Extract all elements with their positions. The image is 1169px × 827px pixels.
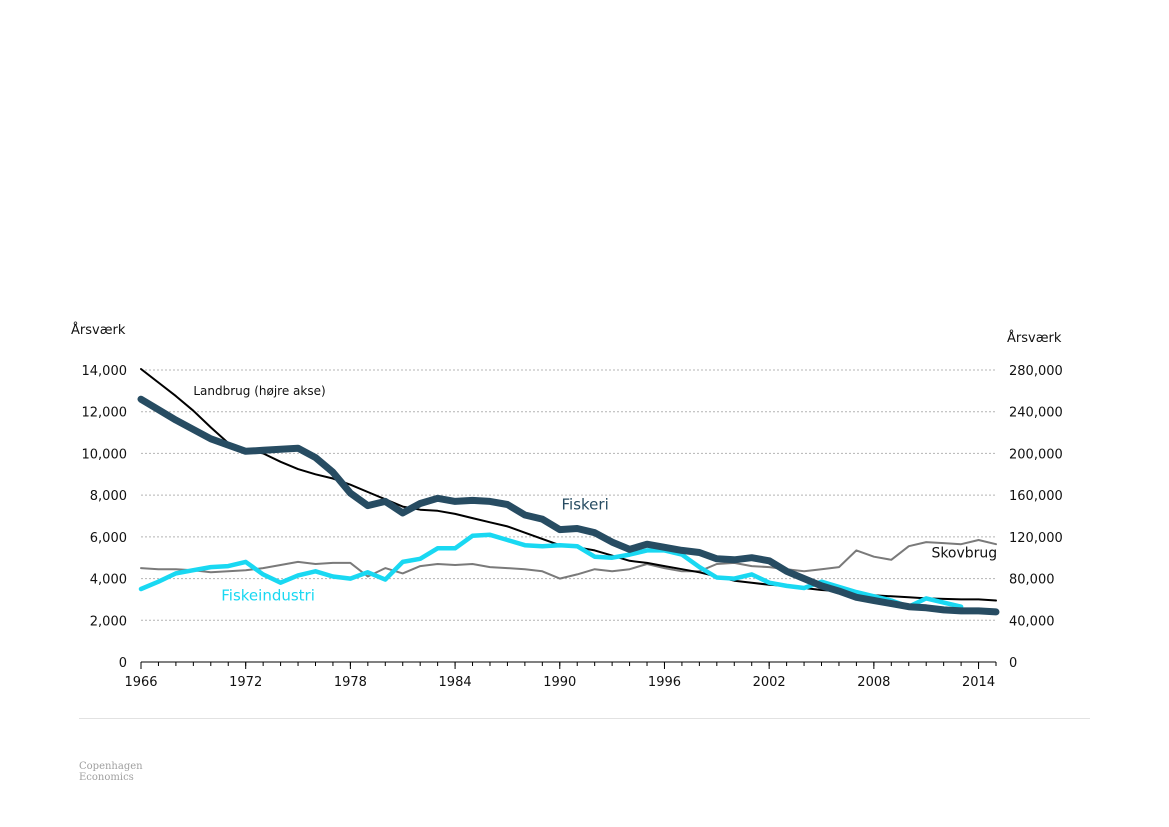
right-tick-label: 120,000: [1009, 531, 1063, 546]
axes: Årsværk Årsværk 0 2,000 4,000 6,000 8,000 10,…: [71, 322, 1063, 690]
x-tick-label: 1972: [229, 675, 262, 690]
left-tick-label: 4,000: [90, 573, 127, 588]
left-tick-label: 10,000: [82, 447, 128, 462]
x-tick-label: 1966: [124, 675, 157, 690]
brand-line-1: Copenhagen: [79, 761, 143, 772]
series-layer: [137, 368, 1000, 616]
left-tick-label: 0: [119, 656, 127, 671]
series-labels: Landbrug (højre akse) Fiskeri Skovbrug Fisk…: [193, 384, 997, 604]
series-label-skovbrug: Skovbrug: [931, 546, 997, 562]
x-tick-label: 1996: [648, 675, 681, 690]
right-tick-label: 40,000: [1009, 614, 1055, 629]
series-line-skovbrug: [140, 539, 997, 580]
series-label-fiskeri: Fiskeri: [562, 496, 609, 514]
footer-divider: [79, 718, 1090, 719]
right-tick-label: 80,000: [1009, 573, 1055, 588]
right-axis-title: Årsværk: [1007, 330, 1062, 346]
right-tick-label: 200,000: [1009, 447, 1063, 462]
left-tick-label: 12,000: [82, 406, 128, 421]
right-tick-label: 160,000: [1009, 489, 1063, 504]
left-tick-label: 8,000: [90, 489, 127, 504]
x-tick-label: 1978: [334, 675, 367, 690]
left-tick-label: 2,000: [90, 614, 127, 629]
series-label-fiskeindustri: Fiskeindustri: [221, 586, 315, 604]
left-tick-label: 14,000: [82, 364, 128, 379]
series-label-landbrug-h-jre-akse: Landbrug (højre akse): [193, 384, 325, 398]
x-tick-label: 2002: [753, 675, 786, 690]
gridlines: [141, 369, 996, 621]
series-line-fiskeri: [137, 395, 1000, 616]
x-tick-label: 2008: [857, 675, 890, 690]
copenhagen-economics-logo: Copenhagen Economics: [79, 761, 143, 783]
series-line-fiskeindustri: [138, 532, 964, 609]
left-tick-label: 6,000: [90, 531, 127, 546]
right-tick-label: 280,000: [1009, 364, 1063, 379]
x-tick-label: 2014: [962, 675, 995, 690]
left-axis-title: Årsværk: [71, 322, 126, 338]
right-tick-label: 0: [1009, 656, 1017, 671]
x-tick-label: 1990: [543, 675, 576, 690]
brand-line-2: Economics: [79, 772, 134, 783]
x-tick-label: 1984: [439, 675, 472, 690]
series-line-landbrug-h-jre-akse: [140, 368, 997, 602]
right-tick-label: 240,000: [1009, 406, 1063, 421]
